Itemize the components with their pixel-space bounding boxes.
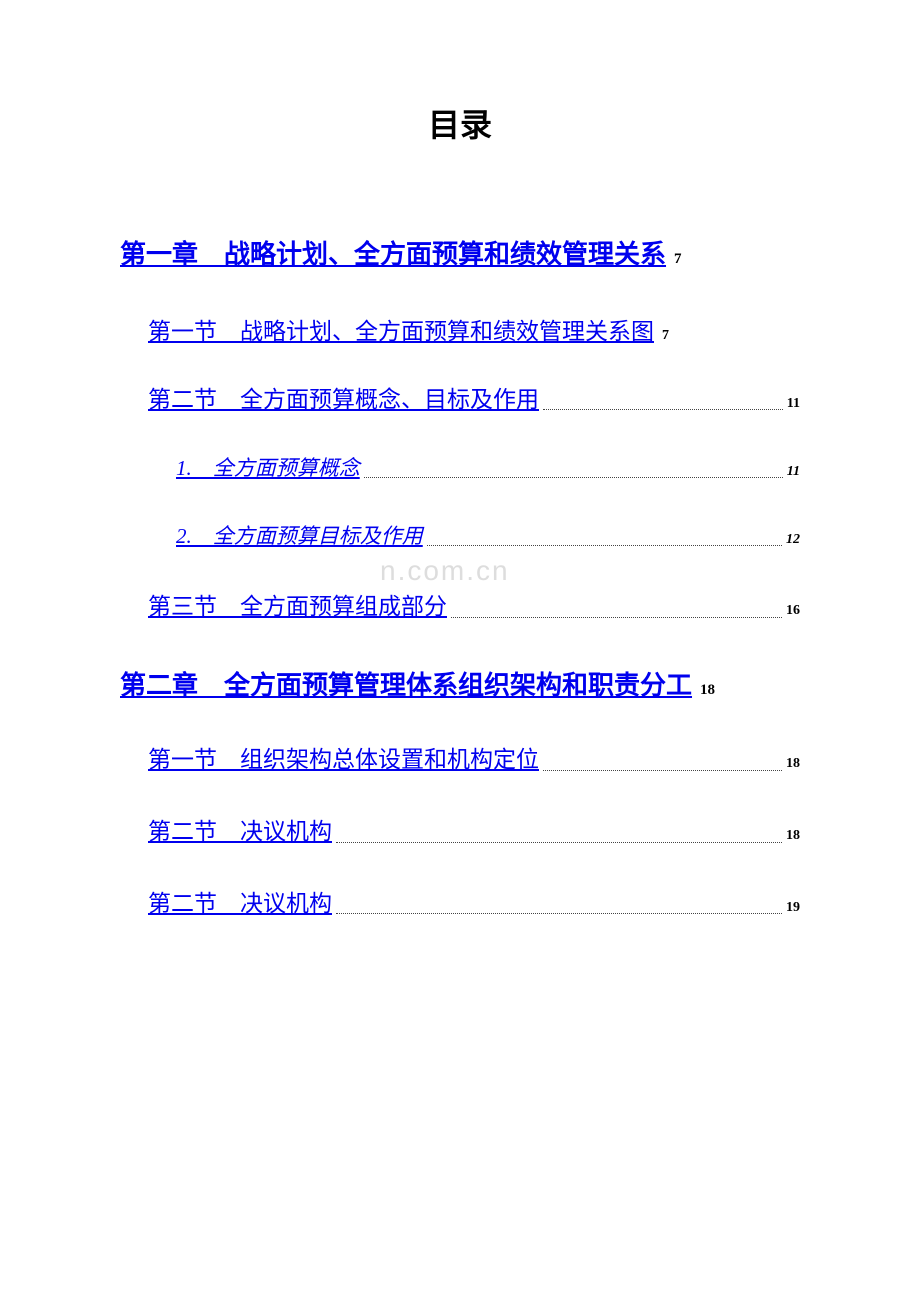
toc-link[interactable]: 第二节 决议机构 (148, 810, 332, 854)
toc-link[interactable]: 第三节 全方面预算组成部分 (148, 585, 447, 629)
dot-leader (336, 913, 782, 914)
toc-page-number: 12 (786, 527, 800, 554)
toc-chapter: 第一章 战略计划、全方面预算和绩效管理关系 7 (120, 226, 800, 283)
toc-link[interactable]: 第二节 决议机构 (148, 882, 332, 926)
toc-page-number: 19 (786, 895, 800, 922)
dot-leader (543, 409, 783, 410)
toc-page-number: 11 (787, 459, 800, 486)
dot-leader (336, 842, 782, 843)
dot-leader (364, 477, 783, 478)
toc-link[interactable]: 第一节 战略计划、全方面预算和绩效管理关系图 (148, 319, 654, 344)
toc-link[interactable]: 第二节 全方面预算概念、目标及作用 (148, 378, 539, 422)
toc-page-number: 18 (786, 751, 800, 778)
toc-link[interactable]: 1. 全方面预算概念 (176, 449, 360, 489)
toc-section: 第三节 全方面预算组成部分 16 (120, 585, 800, 629)
page-title: 目录 (120, 100, 800, 146)
toc-link[interactable]: 第二章 全方面预算管理体系组织架构和职责分工 (120, 671, 692, 700)
toc-link[interactable]: 2. 全方面预算目标及作用 (176, 517, 423, 557)
toc-section: 第二节 决议机构 18 (120, 810, 800, 854)
dot-leader (427, 545, 782, 546)
toc-page-number: 18 (786, 823, 800, 850)
toc-subsection: 1. 全方面预算概念 11 (120, 449, 800, 489)
toc-page-number: 7 (662, 328, 669, 343)
toc-page-number: 7 (674, 251, 682, 267)
toc-page-number: 16 (786, 598, 800, 625)
toc-link[interactable]: 第一章 战略计划、全方面预算和绩效管理关系 (120, 240, 666, 269)
toc-section: 第一节 组织架构总体设置和机构定位 18 (120, 738, 800, 782)
toc-chapter: 第二章 全方面预算管理体系组织架构和职责分工 18 (120, 657, 800, 714)
dot-leader (543, 770, 782, 771)
toc-subsection: 2. 全方面预算目标及作用 12 (120, 517, 800, 557)
table-of-contents: 第一章 战略计划、全方面预算和绩效管理关系7第一节 战略计划、全方面预算和绩效管… (120, 226, 800, 925)
toc-link[interactable]: 第一节 组织架构总体设置和机构定位 (148, 738, 539, 782)
dot-leader (451, 617, 782, 618)
toc-section: 第二节 全方面预算概念、目标及作用 11 (120, 378, 800, 422)
toc-page-number: 11 (787, 391, 800, 418)
toc-page-number: 18 (700, 682, 715, 698)
toc-section: 第一节 战略计划、全方面预算和绩效管理关系图 7 (120, 307, 800, 358)
toc-section: 第二节 决议机构 19 (120, 882, 800, 926)
